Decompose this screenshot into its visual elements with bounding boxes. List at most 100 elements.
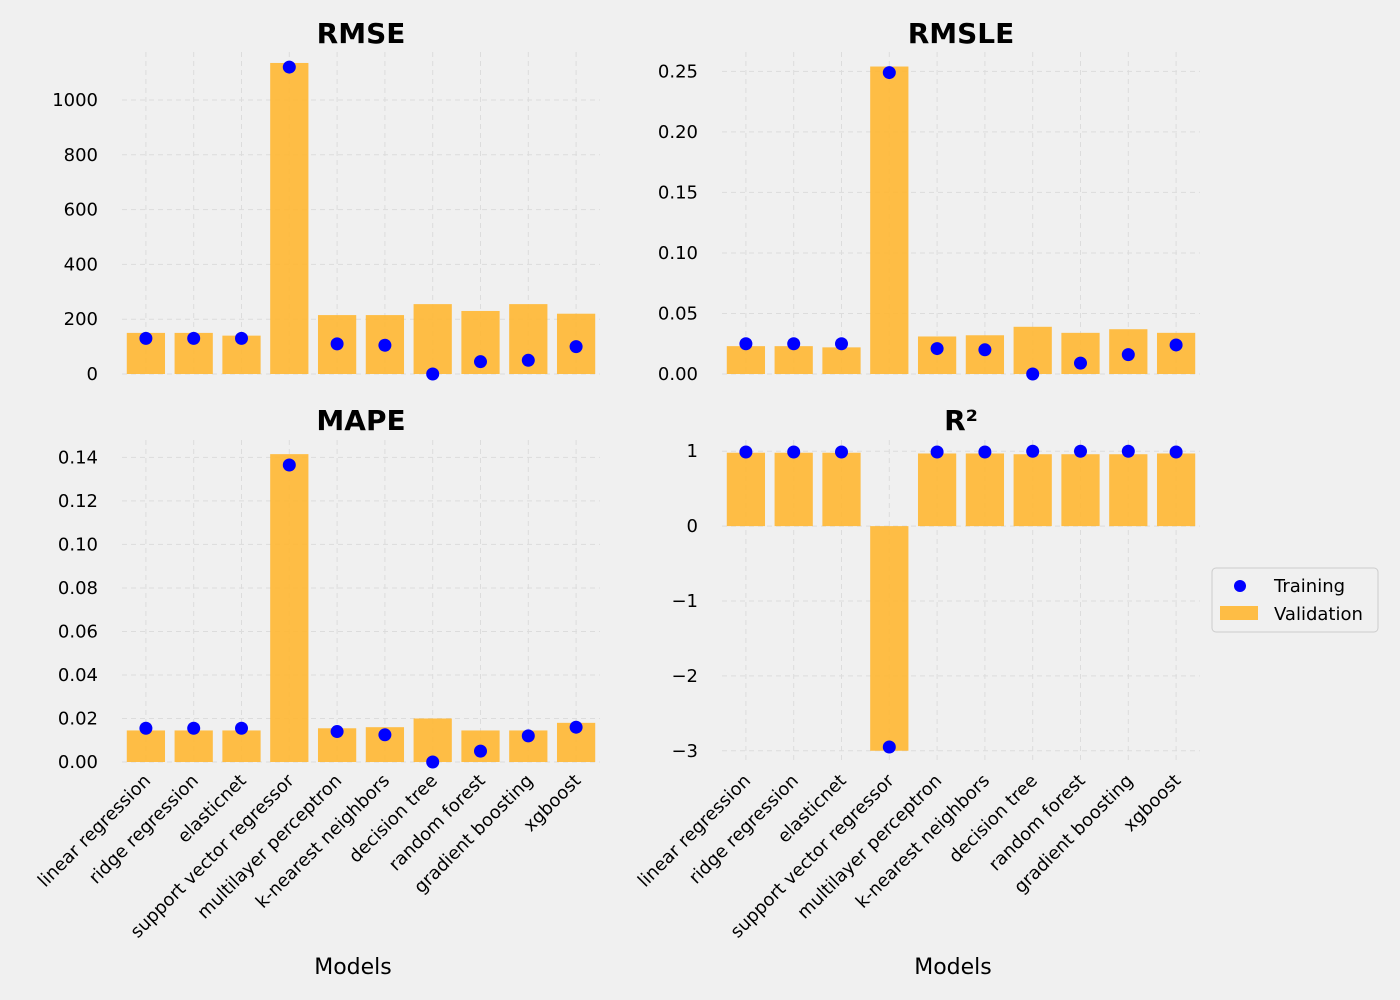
- validation-bar: [1156, 453, 1196, 527]
- validation-bar: [270, 62, 309, 374]
- y-tick-label: −1: [671, 591, 698, 612]
- y-tick-label: 1: [687, 441, 698, 462]
- validation-bar: [726, 346, 766, 374]
- training-point: [1121, 348, 1135, 362]
- y-tick-label: 600: [64, 200, 98, 221]
- training-point: [139, 331, 153, 345]
- validation-bar: [174, 730, 213, 762]
- validation-bar: [413, 304, 452, 374]
- y-tick-label: 0.06: [58, 621, 98, 642]
- y-tick-label: 0.25: [658, 61, 698, 82]
- panel-title: RMSLE: [908, 17, 1015, 50]
- y-tick-label: −3: [671, 741, 698, 762]
- training-point: [882, 66, 896, 80]
- training-point: [1169, 338, 1183, 352]
- y-tick-label: 0.10: [58, 534, 98, 555]
- validation-bar: [270, 454, 309, 762]
- training-point: [521, 353, 535, 367]
- x-axis-label-right: Models: [914, 955, 992, 980]
- training-point: [378, 728, 392, 742]
- training-point: [882, 740, 896, 754]
- training-point: [787, 337, 801, 351]
- training-point: [835, 445, 848, 459]
- y-tick-label: 200: [64, 309, 98, 330]
- legend-training-marker: [1234, 580, 1246, 592]
- training-point: [569, 720, 583, 734]
- training-point: [474, 744, 487, 758]
- validation-bar: [1061, 454, 1100, 527]
- training-point: [1074, 356, 1087, 370]
- panel-2: MAPE0.000.020.040.060.080.100.120.14line…: [34, 404, 600, 942]
- y-tick-label: 0.00: [58, 752, 98, 773]
- training-point: [1026, 367, 1040, 381]
- panel-1: RMSLE 0.00 0.05 0.10 0.15 0.20 0.25: [658, 17, 1200, 385]
- y-tick-label: 0: [687, 516, 698, 537]
- y-tick-label: 0.12: [58, 491, 98, 512]
- validation-bar: [1109, 454, 1148, 527]
- legend-validation-marker: [1220, 606, 1258, 620]
- chart-panels: RMSE 0 200 400 600 800 1000 RMSLE 0.00 0.05 0.10 0.…: [34, 17, 1200, 942]
- training-point: [739, 337, 753, 351]
- validation-bar: [1013, 454, 1052, 527]
- y-tick-label: 0.14: [58, 447, 98, 468]
- panel-title: RMSE: [317, 17, 406, 50]
- training-point: [474, 355, 487, 369]
- training-point: [835, 337, 848, 351]
- validation-bar: [774, 346, 813, 374]
- training-point: [978, 343, 992, 357]
- y-tick-label: 0.15: [658, 182, 698, 203]
- y-tick-label: −2: [671, 666, 698, 687]
- y-tick-label: 0.02: [58, 708, 98, 729]
- y-tick-label: 1000: [52, 90, 98, 111]
- training-point: [1169, 445, 1183, 459]
- training-point: [187, 721, 201, 735]
- training-point: [330, 725, 344, 739]
- training-point: [282, 458, 296, 472]
- validation-bar: [1013, 326, 1052, 374]
- training-point: [978, 445, 992, 459]
- validation-bar: [126, 730, 166, 762]
- training-point: [930, 342, 944, 356]
- validation-bar: [870, 66, 909, 375]
- training-point: [282, 60, 296, 74]
- training-point: [235, 721, 248, 735]
- legend-training-label: Training: [1273, 576, 1345, 597]
- validation-bar: [822, 452, 861, 527]
- training-point: [1074, 444, 1087, 458]
- training-point: [235, 331, 248, 345]
- panel-title: R²: [944, 404, 978, 437]
- y-tick-label: 0: [87, 364, 98, 385]
- validation-bar: [965, 453, 1005, 527]
- legend-validation-label: Validation: [1274, 604, 1363, 625]
- training-point: [378, 338, 392, 352]
- training-point: [426, 755, 440, 769]
- validation-bar: [774, 452, 813, 527]
- y-tick-label: 0.20: [658, 122, 698, 143]
- training-point: [1121, 444, 1135, 458]
- panel-0: RMSE 0 200 400 600 800 1000: [52, 17, 600, 385]
- training-point: [426, 367, 440, 381]
- training-point: [930, 445, 944, 459]
- training-point: [139, 721, 153, 735]
- y-tick-label: 0.08: [58, 578, 98, 599]
- panel-title: MAPE: [316, 404, 405, 437]
- training-point: [1026, 444, 1040, 458]
- y-tick-label: 0.05: [658, 303, 698, 324]
- training-point: [739, 445, 753, 459]
- y-tick-label: 400: [64, 254, 98, 275]
- validation-bar: [870, 526, 909, 751]
- training-point: [330, 337, 344, 351]
- legend: Training Validation: [1211, 567, 1379, 633]
- validation-bar: [222, 730, 261, 762]
- validation-bar: [917, 453, 957, 527]
- x-axis-label-left: Models: [314, 955, 392, 980]
- y-tick-label: 0.10: [658, 243, 698, 264]
- training-point: [569, 340, 583, 354]
- validation-bar: [822, 347, 861, 374]
- y-tick-label: 0.04: [58, 665, 98, 686]
- training-point: [787, 445, 801, 459]
- training-point: [521, 729, 535, 743]
- y-tick-label: 0.00: [658, 364, 698, 385]
